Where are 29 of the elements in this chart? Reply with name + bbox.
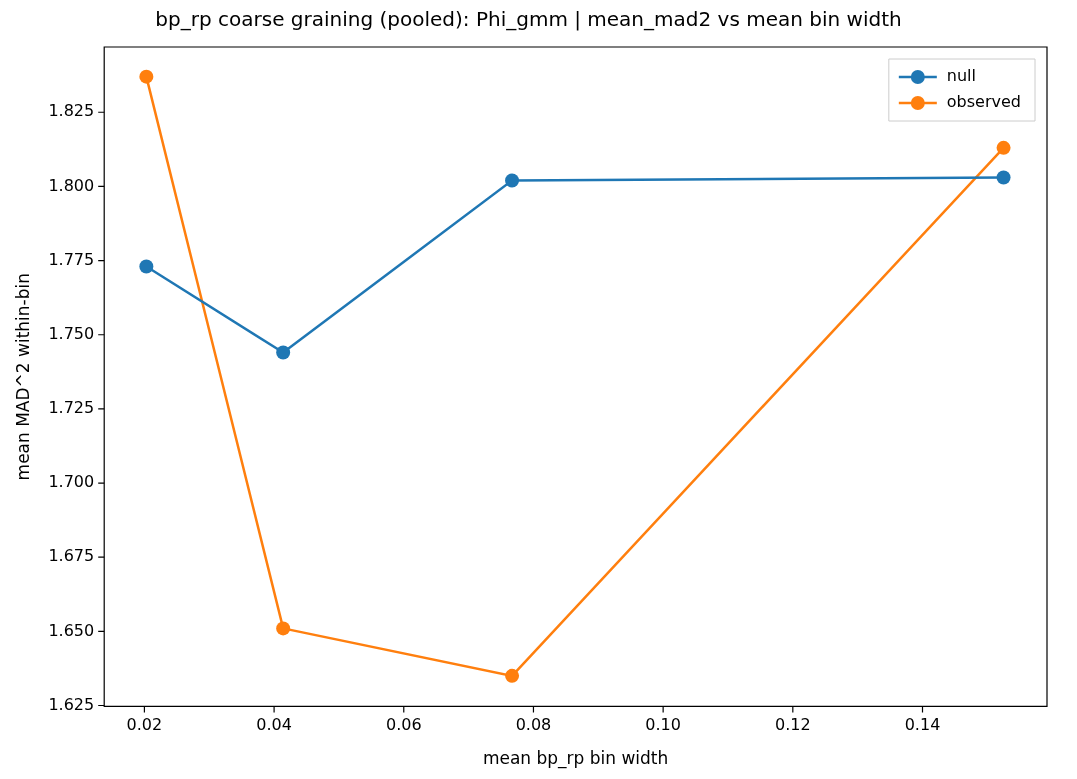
y-tick-label: 1.725 xyxy=(48,398,95,418)
y-axis-title: mean MAD^2 within-bin xyxy=(12,272,33,481)
point xyxy=(276,621,291,636)
x-tick-label: 0.02 xyxy=(126,715,163,735)
point xyxy=(139,259,154,274)
y-tick-label: 1.650 xyxy=(48,620,95,640)
y-tick-label: 1.700 xyxy=(48,472,95,492)
point xyxy=(139,69,154,84)
point xyxy=(276,345,291,360)
x-tick-label: 0.10 xyxy=(645,715,681,735)
point xyxy=(996,170,1011,185)
chart-title: bp_rp coarse graining (pooled): Phi_gmm | mean_mad2 vs mean bin width xyxy=(155,7,902,32)
x-tick-label: 0.06 xyxy=(385,715,422,735)
x-tick-label: 0.12 xyxy=(775,715,811,735)
point xyxy=(505,173,520,188)
y-tick-label: 1.675 xyxy=(48,546,95,566)
point xyxy=(996,140,1011,155)
y-tick-label: 1.800 xyxy=(48,175,95,195)
y-tick-label: 1.625 xyxy=(48,694,95,714)
x-tick-label: 0.08 xyxy=(515,715,552,735)
x-tick-label: 0.04 xyxy=(256,715,292,735)
legend-label: null xyxy=(946,66,976,86)
x-axis-title: mean bp_rp bin width xyxy=(482,748,669,770)
y-tick-label: 1.825 xyxy=(48,101,95,121)
legend-label: observed xyxy=(946,92,1021,112)
y-tick-label: 1.750 xyxy=(48,323,95,343)
y-tick-label: 1.775 xyxy=(48,249,95,269)
x-tick-label: 0.14 xyxy=(904,715,941,735)
point xyxy=(505,668,520,683)
